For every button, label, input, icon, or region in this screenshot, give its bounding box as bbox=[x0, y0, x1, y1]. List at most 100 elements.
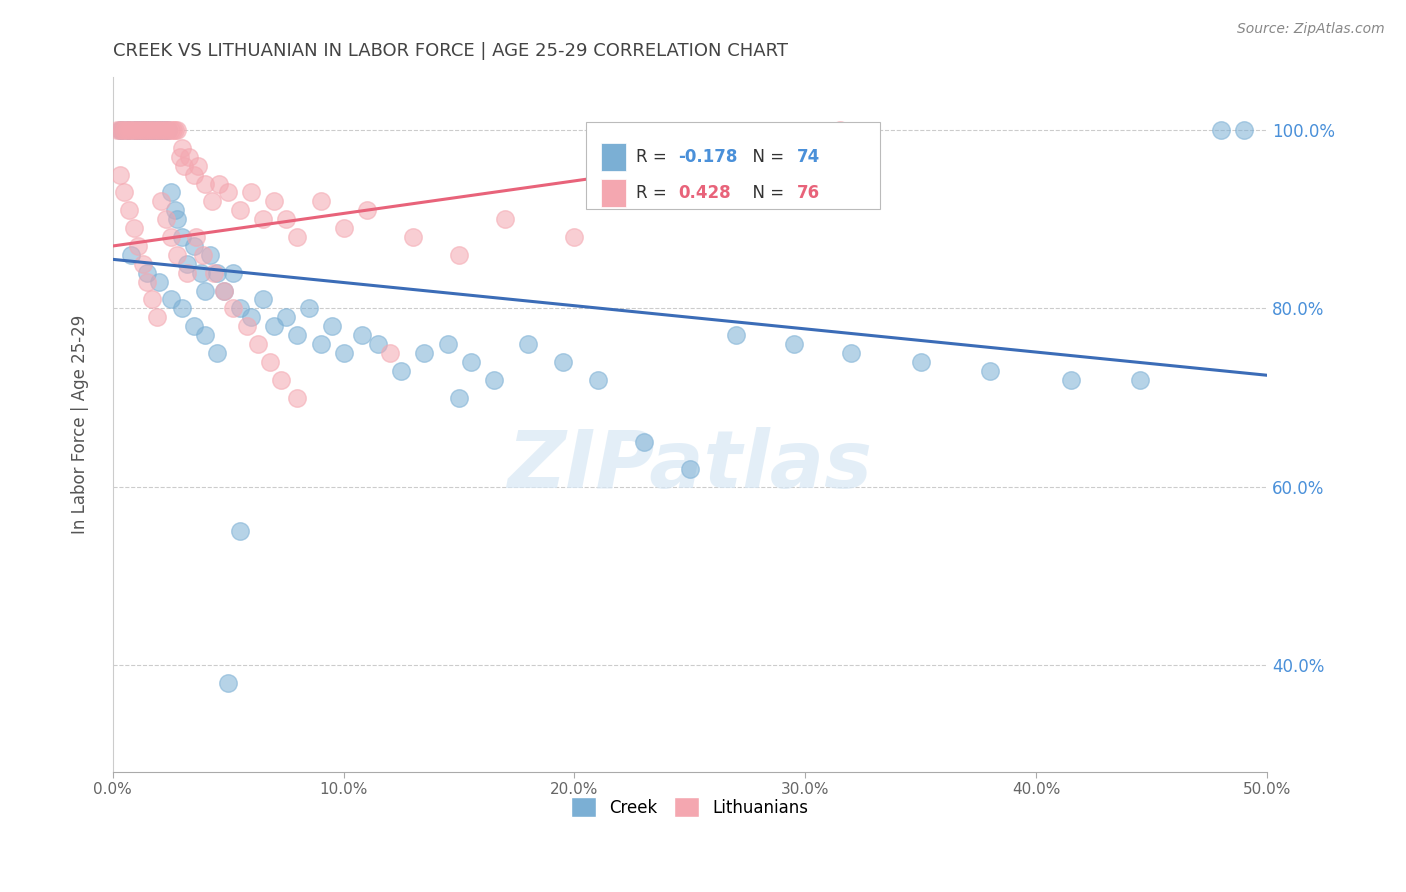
Point bbox=[229, 203, 252, 218]
Point bbox=[287, 230, 309, 244]
Point bbox=[134, 123, 156, 137]
Point bbox=[724, 328, 747, 343]
Point bbox=[1129, 373, 1152, 387]
Point bbox=[436, 337, 458, 351]
Point bbox=[122, 123, 145, 137]
Point bbox=[202, 266, 225, 280]
Point bbox=[134, 123, 156, 137]
Text: 0.428: 0.428 bbox=[678, 185, 731, 202]
Point bbox=[148, 123, 170, 137]
Point bbox=[122, 221, 145, 235]
Point bbox=[783, 337, 806, 351]
Point bbox=[586, 373, 609, 387]
Point bbox=[118, 123, 141, 137]
Point bbox=[633, 435, 655, 450]
Point bbox=[141, 123, 163, 137]
Point bbox=[177, 150, 200, 164]
Point bbox=[212, 284, 235, 298]
Point bbox=[263, 319, 285, 334]
Legend: Creek, Lithuanians: Creek, Lithuanians bbox=[564, 790, 815, 824]
Point bbox=[190, 266, 212, 280]
Point bbox=[155, 123, 177, 137]
Point bbox=[287, 391, 309, 405]
Point bbox=[183, 168, 205, 182]
Text: R =: R = bbox=[636, 185, 672, 202]
Point bbox=[449, 391, 471, 405]
Point bbox=[389, 364, 412, 378]
Point bbox=[159, 230, 181, 244]
Point bbox=[150, 123, 173, 137]
Point bbox=[112, 123, 135, 137]
Point bbox=[118, 203, 141, 218]
Text: CREEK VS LITHUANIAN IN LABOR FORCE | AGE 25-29 CORRELATION CHART: CREEK VS LITHUANIAN IN LABOR FORCE | AGE… bbox=[112, 42, 787, 60]
Point bbox=[127, 123, 149, 137]
Text: N =: N = bbox=[742, 148, 789, 166]
Point bbox=[115, 123, 138, 137]
Point bbox=[143, 123, 166, 137]
Point bbox=[111, 123, 134, 137]
Point bbox=[321, 319, 343, 334]
Point bbox=[150, 123, 173, 137]
Point bbox=[229, 301, 252, 316]
Point bbox=[287, 328, 309, 343]
Y-axis label: In Labor Force | Age 25-29: In Labor Force | Age 25-29 bbox=[72, 315, 89, 534]
Text: R =: R = bbox=[636, 148, 672, 166]
Point bbox=[136, 266, 159, 280]
Point bbox=[217, 186, 239, 200]
Point bbox=[148, 275, 170, 289]
Point bbox=[120, 123, 142, 137]
Point bbox=[183, 239, 205, 253]
Point bbox=[136, 275, 159, 289]
Point bbox=[205, 346, 228, 360]
Point bbox=[120, 248, 142, 262]
Point bbox=[274, 310, 297, 325]
Point bbox=[125, 123, 148, 137]
Point bbox=[112, 186, 135, 200]
Point bbox=[309, 337, 332, 351]
Point bbox=[108, 168, 131, 182]
Point bbox=[564, 230, 586, 244]
Point bbox=[240, 310, 263, 325]
Point bbox=[139, 123, 162, 137]
Point bbox=[159, 123, 181, 137]
Point bbox=[194, 284, 217, 298]
Point bbox=[1209, 123, 1232, 137]
Point bbox=[252, 293, 274, 307]
Point bbox=[169, 150, 191, 164]
Point bbox=[132, 123, 155, 137]
Point bbox=[194, 177, 217, 191]
Point bbox=[172, 301, 194, 316]
Point bbox=[145, 310, 167, 325]
Point bbox=[145, 123, 167, 137]
Point bbox=[191, 248, 214, 262]
Point bbox=[183, 319, 205, 334]
Point bbox=[187, 159, 209, 173]
Point bbox=[176, 257, 198, 271]
Point bbox=[413, 346, 436, 360]
Point bbox=[159, 186, 181, 200]
Point bbox=[229, 524, 252, 539]
Point bbox=[127, 123, 149, 137]
Point bbox=[108, 123, 131, 137]
Point bbox=[129, 123, 152, 137]
Point bbox=[517, 337, 540, 351]
Point bbox=[356, 203, 378, 218]
Point bbox=[184, 230, 207, 244]
Point bbox=[136, 123, 159, 137]
Point bbox=[212, 284, 235, 298]
Point bbox=[150, 194, 173, 209]
Point bbox=[115, 123, 138, 137]
Point bbox=[157, 123, 180, 137]
Point bbox=[352, 328, 374, 343]
FancyBboxPatch shape bbox=[600, 144, 627, 171]
Text: ZIPatlas: ZIPatlas bbox=[508, 427, 872, 505]
Point bbox=[217, 675, 239, 690]
Point bbox=[247, 337, 270, 351]
Point bbox=[108, 123, 131, 137]
Point bbox=[127, 239, 149, 253]
Point bbox=[152, 123, 174, 137]
Point bbox=[240, 186, 263, 200]
Point bbox=[402, 230, 425, 244]
Point bbox=[298, 301, 321, 316]
Point bbox=[172, 141, 194, 155]
